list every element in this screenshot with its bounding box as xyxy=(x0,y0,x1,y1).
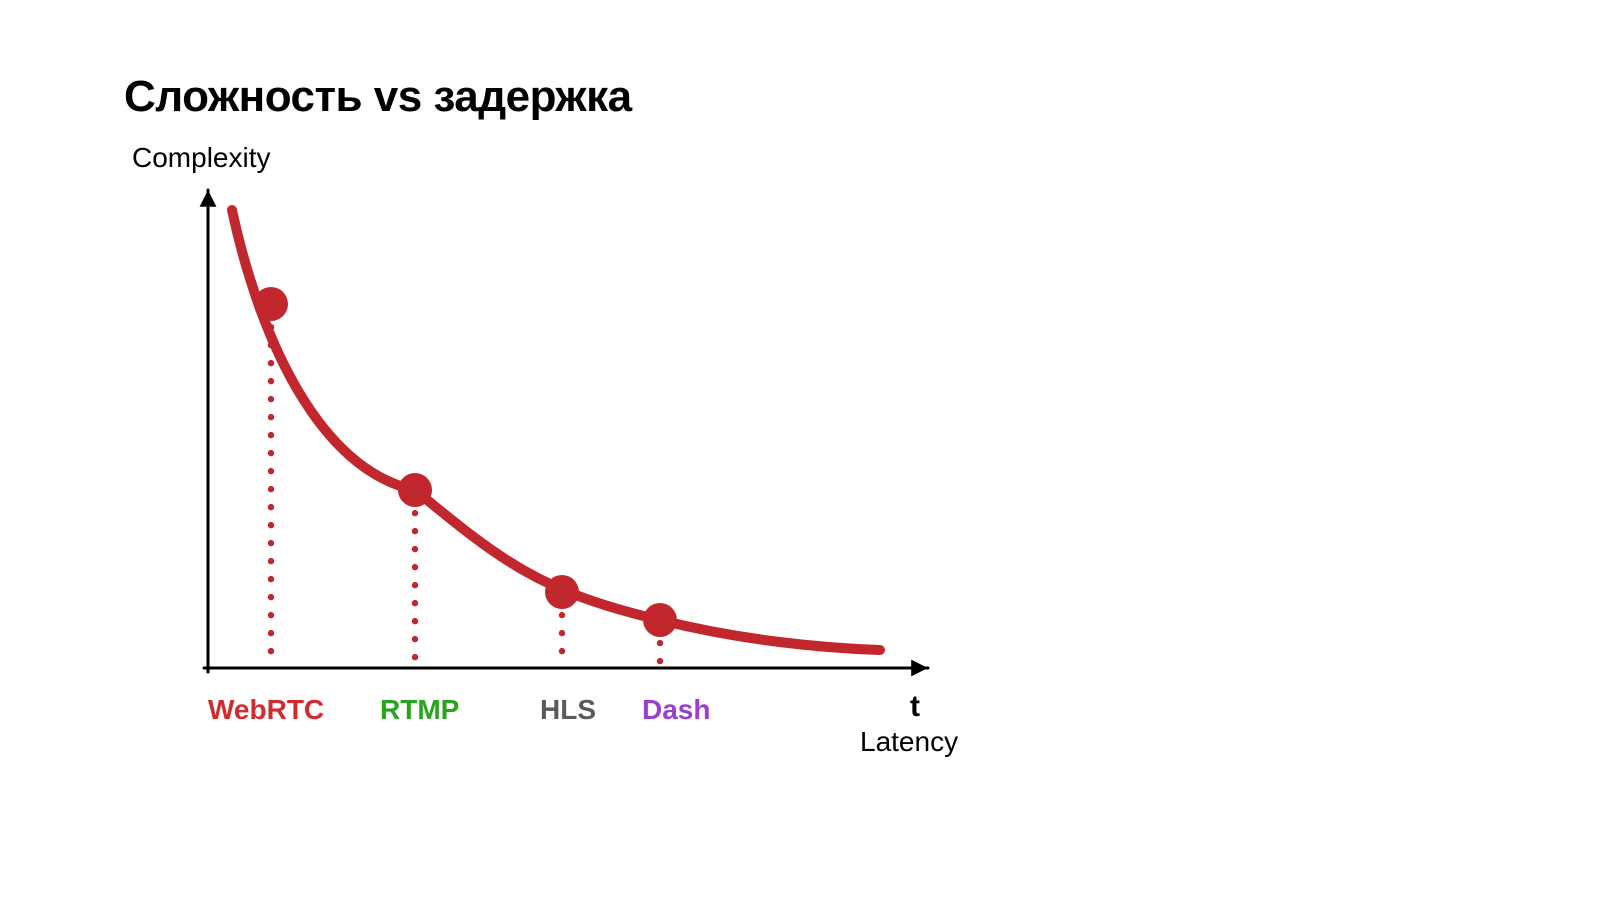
data-point-0 xyxy=(254,287,288,321)
chart-canvas xyxy=(0,0,1600,900)
drop-line-1 xyxy=(412,492,418,660)
drop-line-0 xyxy=(268,306,274,654)
slide: Сложность vs задержка Complexity Latency… xyxy=(0,0,1600,900)
data-point-2 xyxy=(545,575,579,609)
point-label-rtmp: RTMP xyxy=(380,694,459,726)
data-point-3 xyxy=(643,603,677,637)
y-axis-arrow xyxy=(200,190,217,207)
point-label-webrtc: WebRTC xyxy=(208,694,324,726)
point-label-dash: Dash xyxy=(642,694,710,726)
data-point-1 xyxy=(398,473,432,507)
x-axis-arrow xyxy=(911,660,928,677)
point-label-hls: HLS xyxy=(540,694,596,726)
